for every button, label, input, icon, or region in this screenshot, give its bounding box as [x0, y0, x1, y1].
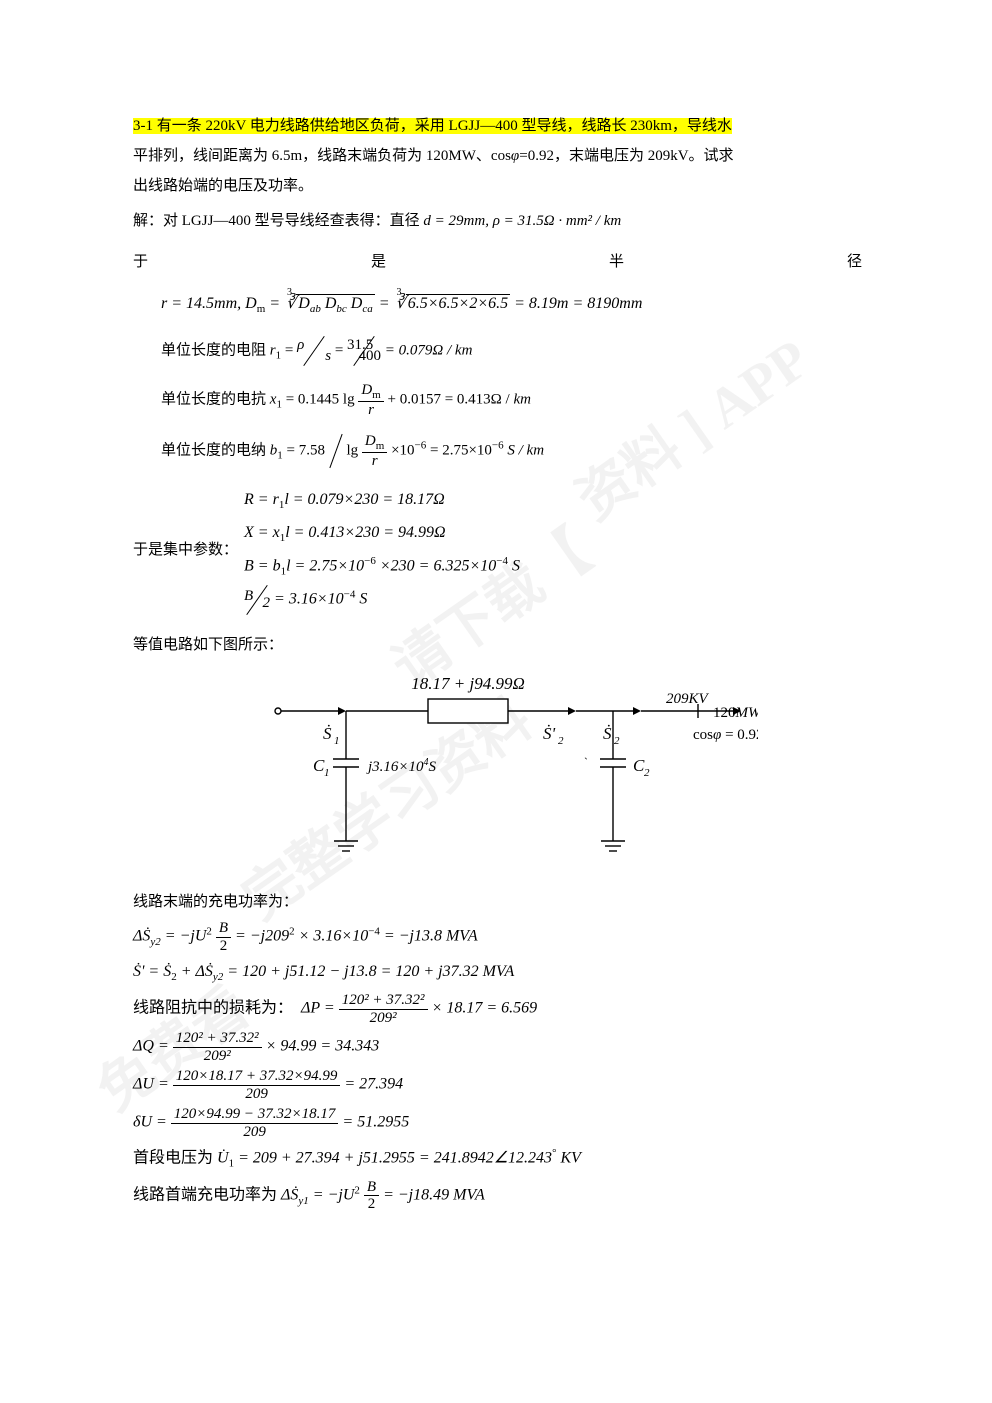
svg-text:Ṡ: Ṡ [323, 724, 332, 743]
eq-dQ: ΔQ = 120² + 37.32²209² × 94.99 = 34.343 [133, 1030, 862, 1064]
svg-text:209KV: 209KV [666, 691, 710, 707]
highlight: 3-1 有一条 220kV 电力线路供给地区负荷，采用 LGJJ—400 型导线… [133, 118, 732, 134]
eq-dP: 线路阻抗中的损耗为： ΔP = 120² + 37.32²209² × 18.1… [133, 992, 862, 1026]
lumped-params: 于是集中参数： R = r1l = 0.079×230 = 18.17Ω X =… [133, 483, 862, 618]
eq-Sp: Ṡ' = Ṡ2 + ΔṠy2 = 120 + j51.12 − j13.8 = … [133, 958, 862, 988]
eq-dSy2: ΔṠy2 = −jU2 B2 = −j2092 × 3.16×10−4 = −j… [133, 920, 862, 954]
eq-x1: 单位长度的电抗 x1 = 0.1445 lg Dmr + 0.0157 = 0.… [133, 382, 862, 419]
svg-text:1: 1 [334, 735, 340, 747]
eq-delU: δU = 120×94.99 − 37.32×18.17209 = 51.295… [133, 1106, 862, 1140]
eq-radius: r = 14.5mm, Dm = ∛Dab Dbc Dca = ∛6.5×6.5… [133, 290, 862, 320]
svg-text:2: 2 [644, 767, 650, 779]
svg-text:`: ` [583, 755, 587, 769]
imp-label: 18.17 + j94.99Ω [411, 674, 525, 693]
svg-text:j3.16×104S: j3.16×104S [366, 757, 437, 775]
circuit-diagram: 18.17 + j94.99Ω Ṡ1 Ṡ'2 Ṡ2 209KV 120MW co… [238, 671, 758, 881]
problem-line2: 平排列，线间距离为 6.5m，线路末端负荷为 120MW、cosφ=0.92，末… [133, 143, 862, 170]
eq-dU: ΔU = 120×18.17 + 37.32×94.99209 = 27.394 [133, 1068, 862, 1102]
eq-U1: 首段电压为 U̇1 = 209 + 27.394 + j51.2955 = 24… [133, 1144, 862, 1174]
problem-line3: 出线路始端的电压及功率。 [133, 173, 862, 200]
spread-label: 于是半径 [133, 249, 862, 276]
eq-B2: B2 = 3.16×10−4 S [244, 585, 520, 615]
svg-text:cosφ = 0.92: cosφ = 0.92 [693, 727, 758, 743]
eq-b1: 单位长度的电纳 b1 = 7.58 lg Dmr ×10−6 = 2.75×10… [133, 433, 862, 470]
svg-text:120MW: 120MW [713, 705, 758, 721]
eq-B: B = b1l = 2.75×10−6 ×230 = 6.325×10−4 S [244, 552, 520, 582]
svg-text:2: 2 [558, 735, 564, 747]
solution-lookup: 解：对 LGJJ—400 型号导线经查表得：直径 d = 29mm, ρ = 3… [133, 208, 862, 235]
svg-text:1: 1 [324, 767, 330, 779]
eq-dSy1: 线路首端充电功率为 ΔṠy1 = −jU2 B2 = −j18.49 MVA [133, 1179, 862, 1213]
svg-text:Ṡ: Ṡ [603, 724, 612, 743]
eq-X: X = x1l = 0.413×230 = 94.99Ω [244, 519, 520, 549]
svg-text:2: 2 [614, 735, 620, 747]
svg-text:Ṡ': Ṡ' [543, 724, 556, 743]
problem-line1: 3-1 有一条 220kV 电力线路供给地区负荷，采用 LGJJ—400 型导线… [133, 113, 862, 140]
eq-r1: 单位长度的电阻 r1 = ρs = 31.5400 = 0.079Ω / km [133, 334, 862, 368]
eq-R: R = r1l = 0.079×230 = 18.17Ω [244, 486, 520, 516]
circuit-intro: 等值电路如下图所示： [133, 632, 862, 659]
end-charge-label: 线路末端的充电功率为： [133, 889, 862, 916]
